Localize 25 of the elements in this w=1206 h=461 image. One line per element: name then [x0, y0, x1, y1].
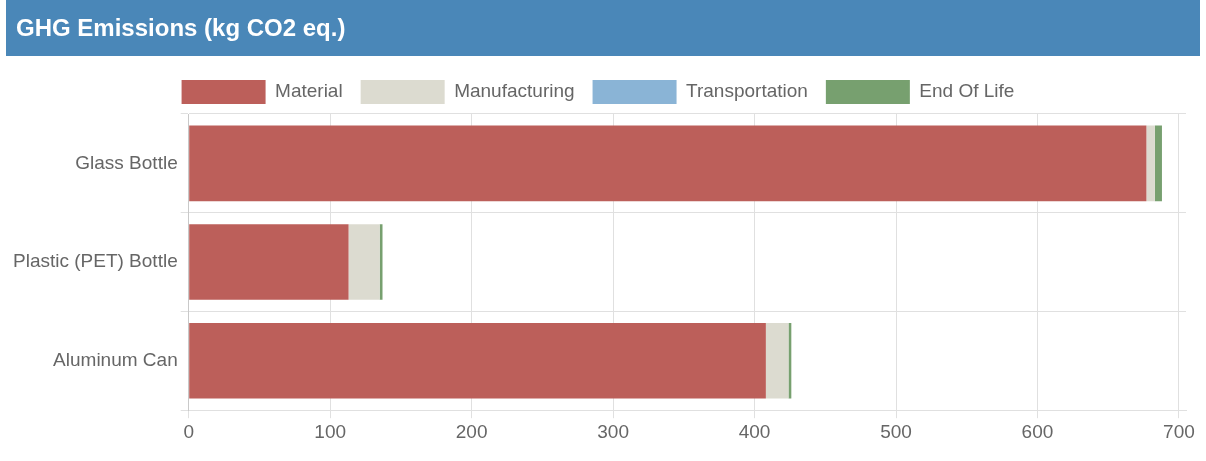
x-tick-label: 0 — [183, 420, 194, 442]
bar — [1146, 125, 1155, 202]
bar — [189, 224, 349, 300]
x-tick-label: 700 — [1163, 420, 1195, 442]
x-tick-label: 600 — [1021, 420, 1054, 442]
bar — [788, 323, 792, 399]
bar — [348, 224, 380, 300]
legend-label: Manufacturing — [454, 80, 575, 102]
chart-title: GHG Emissions (kg CO2 eq.) — [6, 0, 1200, 56]
bar — [765, 323, 789, 399]
x-tick-label: 400 — [738, 420, 771, 442]
y-tick-label: Glass Bottle — [75, 151, 178, 173]
legend-label: Transportation — [686, 80, 808, 102]
x-tick-label: 500 — [880, 420, 912, 442]
x-tick-label: 300 — [597, 420, 629, 442]
y-tick-label: Aluminum Can — [53, 349, 178, 371]
bar — [189, 323, 766, 399]
bar — [379, 224, 383, 300]
legend-label: Material — [275, 80, 343, 102]
bar — [189, 125, 1147, 202]
x-tick-label: 200 — [455, 420, 488, 442]
bar — [1154, 125, 1162, 202]
legend-label: End Of Life — [919, 80, 1015, 102]
y-tick-label: Plastic (PET) Bottle — [12, 250, 178, 272]
x-tick-label: 100 — [314, 420, 347, 442]
